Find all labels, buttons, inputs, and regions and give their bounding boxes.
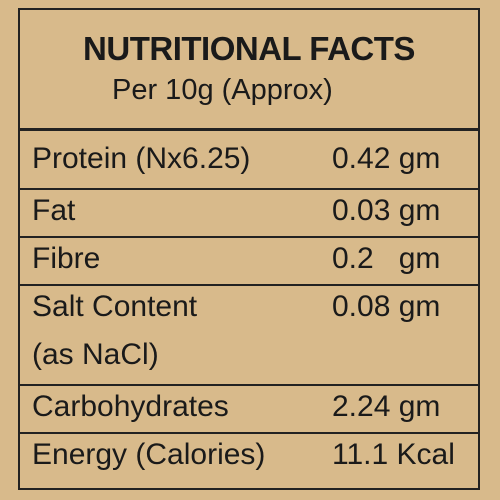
header-divider <box>20 128 478 131</box>
nutrient-amount: 0.08 gm <box>332 290 441 323</box>
nutrient-label: Carbohydrates <box>32 390 229 423</box>
nutrient-amount: 0.03 gm <box>332 194 441 227</box>
row-divider <box>20 432 478 434</box>
nutrition-panel: NUTRITIONAL FACTS Per 10g (Approx) Prote… <box>18 8 480 490</box>
nutrient-label: Fibre <box>32 242 101 275</box>
nutrient-amount: 0.42 gm <box>332 142 441 175</box>
nutrient-label: Energy (Calories) <box>32 438 266 471</box>
row-divider <box>20 188 478 190</box>
nutrient-label: (as NaCl) <box>32 338 159 371</box>
nutrient-label: Salt Content <box>32 290 198 323</box>
row-divider <box>20 236 478 238</box>
row-divider <box>20 284 478 286</box>
nutrient-label: Protein (Nx6.25) <box>32 142 251 175</box>
subtitle: Per 10g (Approx) <box>112 74 333 106</box>
row-divider <box>20 384 478 386</box>
nutrient-amount: 11.1 Kcal <box>332 438 455 471</box>
title: NUTRITIONAL FACTS <box>83 30 415 67</box>
nutrient-amount: 0.2 gm <box>332 242 441 275</box>
nutrient-amount: 2.24 gm <box>332 390 441 423</box>
nutrient-label: Fat <box>32 194 76 227</box>
